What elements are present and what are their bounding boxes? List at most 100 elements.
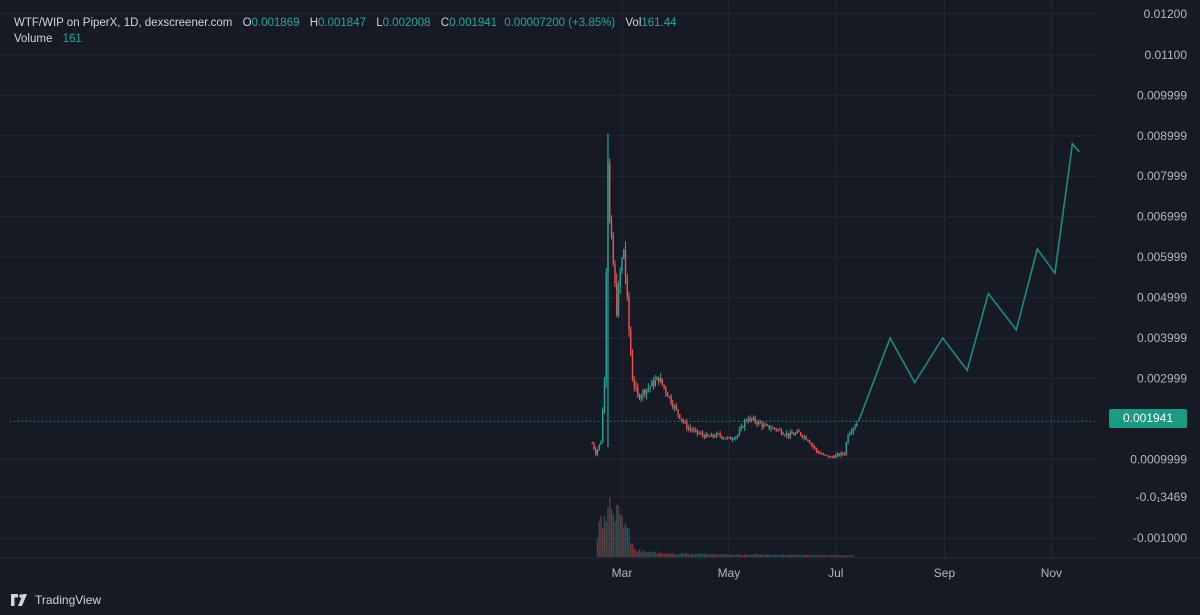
- y-tick-label: 0.005999: [1137, 250, 1187, 264]
- volume-bar: [747, 554, 749, 557]
- volume-bar: [775, 554, 777, 557]
- volume-bar: [616, 504, 618, 557]
- candle-body: [640, 395, 642, 399]
- change-value: 0.00007200 (+3.85%): [504, 17, 616, 29]
- candle-body: [679, 414, 681, 419]
- candle-body: [824, 454, 826, 456]
- candle-body: [654, 380, 656, 386]
- candle-body: [745, 420, 748, 422]
- candle-body: [691, 429, 693, 431]
- y-tick-label: 0.01100: [1145, 48, 1188, 62]
- candle-body: [852, 428, 855, 432]
- branding-label[interactable]: TradingView: [35, 593, 102, 607]
- volume-bar: [603, 516, 606, 557]
- candle-body: [659, 378, 662, 382]
- candle-body: [815, 448, 818, 452]
- candle-body: [602, 409, 604, 443]
- candle-body: [780, 429, 783, 434]
- candle-body: [719, 433, 721, 437]
- candle-body: [652, 381, 655, 386]
- volume-bar: [807, 555, 809, 557]
- x-axis[interactable]: Mar May Jul Sep Nov: [612, 566, 1062, 580]
- volume-bar: [631, 543, 634, 557]
- y-tick-label: 0.006999: [1137, 210, 1187, 224]
- candle-body: [754, 417, 756, 422]
- candle-body: [738, 429, 741, 436]
- volume-bar: [789, 554, 791, 557]
- volume-bar: [821, 554, 823, 557]
- volume-bar: [763, 555, 765, 557]
- volume-bar: [793, 554, 795, 557]
- candle-body: [684, 421, 686, 423]
- candle-body: [757, 421, 760, 424]
- volume-bar: [610, 509, 613, 557]
- candle-body: [793, 434, 795, 436]
- volume-bar: [735, 554, 737, 557]
- candle-body: [742, 426, 744, 428]
- volume-bar: [651, 551, 653, 557]
- volume-bar: [828, 555, 830, 557]
- volume-bar: [835, 555, 837, 557]
- candle-body: [593, 443, 595, 450]
- volume-bar: [815, 555, 818, 557]
- x-tick-label: Sep: [934, 566, 956, 580]
- candle-body: [687, 427, 690, 429]
- candle-body: [819, 453, 821, 455]
- volume-bar: [686, 552, 688, 557]
- volume-bar: [638, 549, 641, 557]
- candle-body: [749, 418, 751, 422]
- volume-bar: [722, 554, 725, 557]
- candle-body: [715, 433, 718, 437]
- pair-title[interactable]: WTF/WIP on PiperX, 1D, dexscreener.com: [14, 17, 233, 29]
- ohlc-row: WTF/WIP on PiperX, 1D, dexscreener.com O…: [14, 15, 677, 31]
- volume-bar: [679, 554, 681, 557]
- volume-bar: [675, 554, 678, 557]
- candle-body: [801, 435, 804, 438]
- candle-body: [770, 428, 772, 430]
- volume-bar: [761, 554, 763, 557]
- volume-bar: [782, 554, 784, 557]
- volume-bar: [772, 555, 774, 557]
- grid-lines: [0, 0, 1100, 558]
- y-axis[interactable]: 0.01200 0.01100 0.009999 0.008999 0.007999 0.…: [1130, 7, 1187, 545]
- volume-bar: [684, 553, 686, 557]
- volume-bar: [663, 553, 665, 557]
- volume-value: 161: [62, 33, 82, 45]
- candle-body: [591, 443, 593, 445]
- candle-body: [798, 431, 800, 433]
- volume-bar: [693, 554, 695, 557]
- volume-bar: [612, 514, 614, 557]
- volume-bar: [843, 555, 846, 557]
- volume-bar: [838, 555, 841, 557]
- volume-bar: [822, 555, 825, 557]
- volume-bar: [750, 554, 753, 557]
- volume-bar: [652, 551, 655, 557]
- candle-body: [805, 436, 807, 440]
- volume-bar: [687, 554, 690, 557]
- volume-bar: [640, 551, 642, 557]
- volume-bar: [780, 554, 783, 557]
- candle-body: [777, 429, 779, 431]
- candle-body: [628, 296, 630, 330]
- y-tick-label: -0.001000: [1133, 531, 1187, 545]
- volume-bar: [609, 497, 611, 557]
- candle-body: [686, 422, 688, 429]
- x-tick-label: Mar: [612, 566, 633, 580]
- volume-bar: [847, 555, 849, 557]
- volume-bar: [696, 554, 699, 557]
- volume-bar: [736, 554, 739, 557]
- volume-bar: [602, 527, 604, 557]
- candle-body: [735, 436, 737, 439]
- volume-bar: [721, 553, 723, 557]
- candle-body: [675, 405, 678, 410]
- volume-bar: [628, 528, 630, 557]
- candle-body: [782, 433, 784, 435]
- candle-body: [661, 378, 664, 385]
- volume-bar: [714, 553, 716, 557]
- volume-bar: [672, 552, 674, 557]
- candle-body: [619, 271, 621, 286]
- candles: [591, 133, 858, 459]
- y-tick-label: 0.002999: [1137, 372, 1187, 386]
- candle-body: [843, 454, 846, 456]
